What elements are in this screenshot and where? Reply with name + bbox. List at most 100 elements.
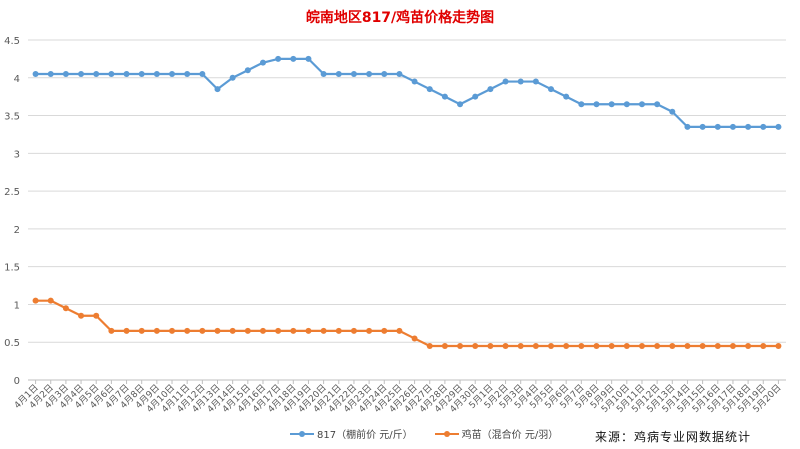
data-point[interactable]	[487, 343, 494, 349]
data-point[interactable]	[138, 327, 145, 334]
data-point[interactable]	[32, 297, 39, 304]
data-point[interactable]	[472, 343, 479, 349]
data-point[interactable]	[108, 71, 115, 77]
data-point[interactable]	[335, 327, 342, 334]
data-point[interactable]	[169, 327, 176, 334]
data-point[interactable]	[411, 78, 418, 85]
data-point[interactable]	[699, 343, 706, 349]
data-point[interactable]	[78, 71, 85, 77]
data-point[interactable]	[62, 71, 69, 77]
data-point[interactable]	[578, 101, 585, 108]
data-point[interactable]	[578, 343, 585, 349]
data-point[interactable]	[593, 101, 600, 108]
data-point[interactable]	[517, 343, 524, 349]
data-point[interactable]	[350, 71, 357, 77]
data-point[interactable]	[229, 327, 236, 334]
data-point[interactable]	[441, 343, 448, 349]
data-point[interactable]	[381, 327, 388, 334]
data-point[interactable]	[563, 93, 570, 100]
data-point[interactable]	[654, 343, 661, 349]
data-point[interactable]	[335, 71, 342, 77]
data-point[interactable]	[760, 123, 767, 130]
data-point[interactable]	[47, 297, 54, 304]
data-point[interactable]	[426, 343, 433, 349]
data-point[interactable]	[93, 71, 100, 77]
data-point[interactable]	[729, 123, 736, 130]
data-point[interactable]	[229, 74, 236, 81]
data-point[interactable]	[396, 327, 403, 334]
data-point[interactable]	[320, 327, 327, 334]
data-point[interactable]	[184, 327, 191, 334]
data-point[interactable]	[275, 55, 282, 62]
data-point[interactable]	[608, 101, 615, 108]
data-point[interactable]	[714, 123, 721, 130]
data-point[interactable]	[593, 343, 600, 349]
data-point[interactable]	[426, 86, 433, 93]
data-point[interactable]	[184, 71, 191, 77]
data-point[interactable]	[214, 86, 221, 93]
data-point[interactable]	[366, 327, 373, 334]
data-point[interactable]	[548, 86, 555, 93]
data-point[interactable]	[638, 343, 645, 349]
data-point[interactable]	[47, 71, 54, 77]
data-point[interactable]	[275, 327, 282, 334]
data-point[interactable]	[517, 78, 524, 85]
data-point[interactable]	[502, 343, 509, 349]
data-point[interactable]	[457, 101, 464, 108]
data-point[interactable]	[153, 71, 160, 77]
data-point[interactable]	[745, 343, 752, 349]
data-point[interactable]	[350, 327, 357, 334]
data-point[interactable]	[745, 123, 752, 130]
data-point[interactable]	[638, 101, 645, 108]
data-point[interactable]	[108, 327, 115, 334]
data-point[interactable]	[199, 71, 206, 77]
data-point[interactable]	[32, 71, 39, 77]
data-point[interactable]	[305, 327, 312, 334]
data-point[interactable]	[123, 327, 130, 334]
data-point[interactable]	[411, 335, 418, 342]
data-point[interactable]	[654, 101, 661, 108]
data-point[interactable]	[305, 55, 312, 62]
data-point[interactable]	[714, 343, 721, 349]
data-point[interactable]	[320, 71, 327, 77]
data-point[interactable]	[169, 71, 176, 77]
legend-item-817[interactable]: 817（棚前价 元/斤）	[290, 426, 413, 441]
data-point[interactable]	[760, 343, 767, 349]
data-point[interactable]	[563, 343, 570, 349]
data-point[interactable]	[532, 343, 539, 349]
data-point[interactable]	[684, 123, 691, 130]
data-point[interactable]	[623, 343, 630, 349]
data-point[interactable]	[138, 71, 145, 77]
data-point[interactable]	[214, 327, 221, 334]
data-point[interactable]	[244, 67, 251, 74]
data-point[interactable]	[62, 305, 69, 312]
data-point[interactable]	[290, 55, 297, 62]
data-point[interactable]	[199, 327, 206, 334]
data-point[interactable]	[366, 71, 373, 77]
data-point[interactable]	[381, 71, 388, 77]
data-point[interactable]	[78, 312, 85, 319]
data-point[interactable]	[487, 86, 494, 93]
data-point[interactable]	[259, 327, 266, 334]
data-point[interactable]	[548, 343, 555, 349]
data-point[interactable]	[259, 59, 266, 66]
data-point[interactable]	[153, 327, 160, 334]
data-point[interactable]	[472, 93, 479, 100]
data-point[interactable]	[729, 343, 736, 349]
data-point[interactable]	[623, 101, 630, 108]
legend-item-chick[interactable]: 鸡苗（混合价 元/羽）	[434, 426, 558, 441]
data-point[interactable]	[93, 312, 100, 319]
data-point[interactable]	[396, 71, 403, 77]
data-point[interactable]	[669, 343, 676, 349]
data-point[interactable]	[502, 78, 509, 85]
data-point[interactable]	[775, 343, 782, 349]
data-point[interactable]	[441, 93, 448, 100]
data-point[interactable]	[699, 123, 706, 130]
data-point[interactable]	[290, 327, 297, 334]
data-point[interactable]	[608, 343, 615, 349]
data-point[interactable]	[669, 108, 676, 115]
data-point[interactable]	[775, 123, 782, 130]
data-point[interactable]	[457, 343, 464, 349]
data-point[interactable]	[684, 343, 691, 349]
data-point[interactable]	[532, 78, 539, 85]
